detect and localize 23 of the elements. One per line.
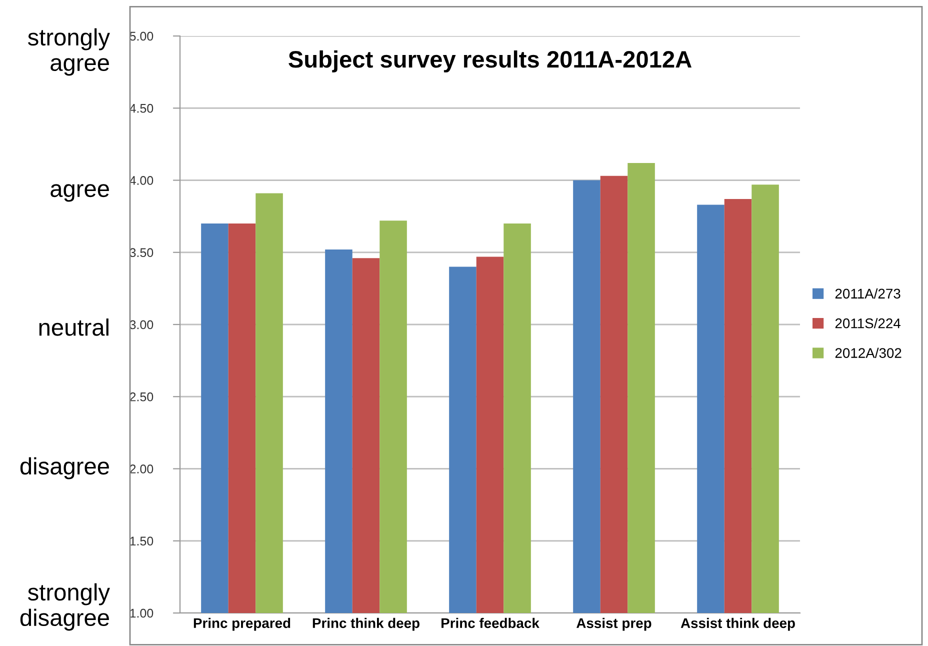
legend-label: 2011S/224: [835, 318, 900, 328]
x-tick-label: Princ think deep: [312, 618, 420, 631]
y-tick-label: 3.00: [130, 320, 154, 330]
legend-label: 2011A/273: [835, 288, 900, 299]
x-tick-label: Assist prep: [576, 618, 652, 631]
x-tick-label: Princ prepared: [194, 618, 290, 631]
text: neutral: [39, 318, 108, 336]
x-tick-label: Princ feedback: [442, 618, 540, 628]
y-tick-label: 3.50: [130, 248, 154, 258]
legend-label: 2012A/302: [835, 348, 902, 358]
text: strongly agree: [28, 28, 110, 76]
y-tick-label: 4.50: [130, 104, 154, 113]
text: strongly disagree: [20, 583, 110, 631]
x-tick-label: Assist think deep: [680, 618, 795, 631]
y-tick-label: 2.00: [130, 464, 154, 474]
y-tick-label: 2.50: [130, 392, 154, 402]
y-tick-label: 1.00: [130, 608, 154, 618]
text: agree: [50, 184, 109, 202]
y-tick-label: 4.00: [130, 176, 154, 185]
text: disagree: [20, 457, 109, 480]
text: Subject survey results 2011A-2012A: [288, 50, 692, 72]
y-tick-label: 1.50: [130, 536, 154, 546]
y-tick-label: 5.00: [130, 32, 154, 41]
